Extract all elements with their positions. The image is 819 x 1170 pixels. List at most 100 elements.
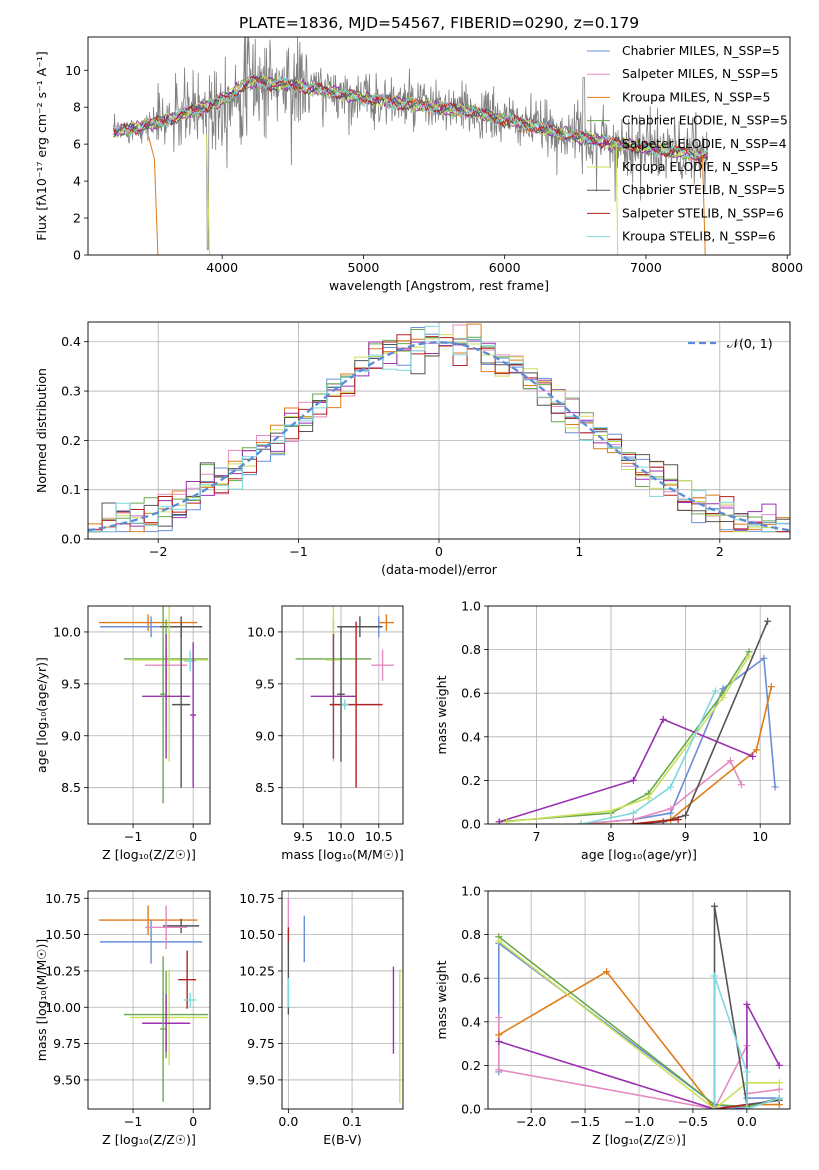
x-tick-label: −0.5 xyxy=(678,1114,708,1129)
weight-series-line xyxy=(506,655,750,823)
y-axis-label: Normed distribution xyxy=(34,368,49,493)
legend-entry: Chabrier MILES, N_SSP=5 xyxy=(622,44,780,58)
weight-point-marker xyxy=(743,1068,751,1076)
weight-series-line xyxy=(714,1103,748,1109)
x-tick-label: 0 xyxy=(189,829,197,844)
x-tick-label: −1.0 xyxy=(624,1114,654,1129)
legend-entry: Salpeter MILES, N_SSP=5 xyxy=(622,67,778,81)
y-tick-label: 0.3 xyxy=(61,384,81,399)
errorbar-point xyxy=(130,969,209,1066)
panel-residuals: −2 −1 0 1 2 0.0 0.1 0.2 0.3 0.4 (data-model)/error… xyxy=(34,321,791,577)
y-tick-label: 9.75 xyxy=(53,1036,81,1051)
x-axis-label: mass [log₁₀(M/M☉)] xyxy=(281,847,403,862)
weight-point-marker xyxy=(629,776,637,784)
panel-age_vs_Z: −1 0 8.5 9.0 9.5 10.0 Z [log₁₀(Z/Z☉)] age [log₁… xyxy=(34,605,211,862)
panel-mass_vs_ebv: 0.0 0.1 9.50 9.75 10.00 10.25 10.50 10.75 E(B-V) xyxy=(239,890,404,1147)
y-tick-label: 0.6 xyxy=(461,686,481,701)
x-tick-label: 9 xyxy=(682,829,690,844)
weight-point-marker xyxy=(711,972,718,980)
x-tick-label: 7000 xyxy=(630,260,662,275)
weight-point-marker xyxy=(752,746,760,754)
histogram-step xyxy=(88,325,790,539)
x-tick-label: 6000 xyxy=(489,260,521,275)
errorbar-point xyxy=(160,956,167,1102)
axes-frame xyxy=(281,605,404,825)
weight-point-marker xyxy=(682,811,690,819)
y-tick-label: 8.5 xyxy=(255,780,275,795)
y-tick-label: 9.0 xyxy=(61,728,81,743)
legend-entry: Salpeter STELIB, N_SSP=6 xyxy=(622,206,784,220)
y-tick-label: 0.0 xyxy=(461,817,481,832)
x-tick-label: 10.0 xyxy=(327,829,355,844)
weight-point-marker xyxy=(726,757,734,765)
weight-point-marker xyxy=(764,617,772,625)
y-tick-label: 0.4 xyxy=(61,334,81,349)
x-tick-label: 4000 xyxy=(206,260,238,275)
y-axis-label: mass weight xyxy=(434,675,449,754)
x-tick-label: 8 xyxy=(607,829,615,844)
y-tick-label: 10.75 xyxy=(239,891,275,906)
y-tick-label: 10.0 xyxy=(53,624,81,639)
axes-frame xyxy=(87,321,791,540)
axes-frame xyxy=(487,605,791,825)
x-tick-label: 2 xyxy=(716,544,724,559)
weight-point-marker xyxy=(644,794,652,802)
weight-point-marker xyxy=(745,652,753,660)
weight-series-line xyxy=(581,656,776,824)
weight-point-marker xyxy=(767,683,775,691)
weight-point-marker xyxy=(719,694,727,702)
legend-entry: Salpeter ELODIE, N_SSP=4 xyxy=(622,137,787,151)
x-tick-label: 8000 xyxy=(771,260,803,275)
errorbar-point xyxy=(329,621,383,788)
weight-point-marker xyxy=(629,809,637,817)
y-tick-label: 10.0 xyxy=(247,624,275,639)
y-tick-label: 0.8 xyxy=(461,927,481,942)
x-axis-label: wavelength [Angstrom, rest frame] xyxy=(329,278,549,293)
y-tick-label: 9.50 xyxy=(53,1072,81,1087)
weight-point-marker xyxy=(711,1105,718,1109)
errorbar-point xyxy=(184,650,197,672)
weight-point-marker xyxy=(603,968,611,976)
errorbar-point xyxy=(337,626,345,762)
weight-point-marker xyxy=(760,654,768,662)
y-tick-label: 6 xyxy=(73,137,81,152)
weight-point-marker xyxy=(667,805,675,813)
weight-point-marker xyxy=(577,820,585,824)
y-axis-label: mass [log₁₀(M/M☉)] xyxy=(34,939,49,1061)
weight-point-marker xyxy=(738,781,746,789)
weight-point-marker xyxy=(775,1061,783,1069)
model-drop-line xyxy=(701,155,706,255)
weight-point-marker xyxy=(674,816,682,824)
model-spectrum-line xyxy=(112,74,709,164)
errorbar-point xyxy=(378,614,394,631)
weight-point-marker xyxy=(503,818,511,824)
panel-spectrum: 4000 5000 6000 7000 8000 0 2 4 6 8 10 wavelength [A… xyxy=(34,36,803,293)
x-tick-label: 5000 xyxy=(348,260,380,275)
weight-point-marker xyxy=(667,783,675,791)
y-tick-label: 10.25 xyxy=(239,963,275,978)
x-tick-label: −2 xyxy=(149,544,167,559)
errorbar-point xyxy=(178,950,197,1009)
weight-point-marker xyxy=(775,1085,783,1093)
legend-entry: Kroupa ELODIE, N_SSP=5 xyxy=(622,160,778,174)
x-tick-label: 0.0 xyxy=(737,1114,757,1129)
errorbar-point xyxy=(145,905,188,950)
x-tick-label: −1.5 xyxy=(570,1114,600,1129)
legend-entry: Kroupa STELIB, N_SSP=6 xyxy=(622,230,776,244)
legend-entry: 𝒩(0, 1) xyxy=(727,336,773,351)
observed-spectrum-line xyxy=(113,37,709,250)
plot-area xyxy=(98,905,209,1102)
y-axis-label: age [log₁₀(age/yr)] xyxy=(34,657,49,773)
x-axis-label: E(B-V) xyxy=(323,1132,362,1147)
panel-age_vs_mass: 9.5 10.0 10.5 8.5 9.0 9.5 10.0 mass [log₁₀(M/M☉… xyxy=(247,605,404,862)
errorbar-point xyxy=(337,616,383,638)
x-tick-label: −2.0 xyxy=(516,1114,546,1129)
y-tick-label: 0.2 xyxy=(61,433,81,448)
model-drop-line xyxy=(206,134,210,255)
y-tick-label: 10.25 xyxy=(45,963,81,978)
y-tick-label: 10.00 xyxy=(239,1000,275,1015)
panel-mass_vs_Z: −1 0 9.50 9.75 10.00 10.25 10.50 10.75 Z [log₁₀(… xyxy=(34,890,211,1147)
y-tick-label: 8 xyxy=(73,100,81,115)
panel-weight_vs_age: 7 8 9 10 0.0 0.2 0.4 0.6 0.8 1.0 age [log₁₀(age/yr… xyxy=(434,599,791,862)
